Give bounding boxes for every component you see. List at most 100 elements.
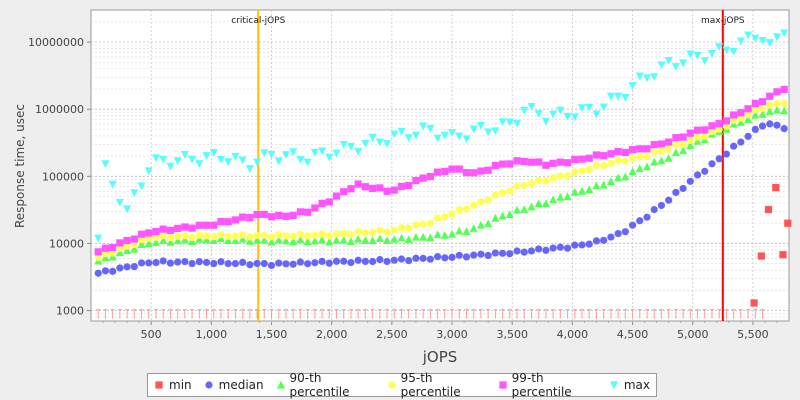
data-point: [693, 136, 702, 145]
data-point: [390, 186, 398, 194]
data-point: [159, 257, 167, 265]
legend-marker: [276, 380, 285, 389]
data-point: [527, 247, 536, 255]
data-point: [766, 101, 774, 109]
data-point: [231, 232, 240, 240]
data-point: [556, 106, 565, 115]
data-point: [578, 241, 586, 249]
data-point: [426, 219, 434, 227]
data-point: [181, 231, 189, 240]
data-point: [715, 125, 723, 133]
data-point: [369, 184, 377, 192]
data-point: [636, 153, 644, 161]
data-point: [672, 188, 680, 197]
data-point: [433, 253, 442, 261]
data-point: [152, 258, 160, 267]
data-point: [664, 56, 673, 65]
data-point: [275, 231, 283, 239]
data-point: [419, 174, 427, 182]
x-tick-label: 2,500: [376, 328, 408, 341]
data-point: [679, 184, 687, 193]
data-point: [267, 213, 276, 221]
data-point: [505, 210, 514, 218]
data-point: [296, 230, 304, 238]
data-point: [347, 230, 355, 239]
data-point: [361, 257, 369, 265]
data-point: [542, 177, 550, 185]
data-point: [455, 251, 463, 259]
data-point: [383, 257, 391, 266]
data-point: [202, 152, 211, 160]
data-point: [173, 236, 182, 245]
legend: min median 90-th percentile 95-th percentil…: [147, 371, 657, 399]
data-point: [116, 244, 124, 252]
data-point: [764, 205, 773, 214]
data-point: [347, 185, 355, 193]
data-point: [701, 167, 709, 175]
data-point: [448, 229, 457, 238]
data-point: [773, 99, 781, 107]
data-point: [246, 233, 254, 241]
data-point: [195, 221, 203, 229]
data-point: [115, 198, 124, 207]
legend-symbol: [609, 381, 618, 390]
data-point: [340, 229, 348, 238]
data-point: [426, 255, 434, 263]
data-point: [498, 160, 507, 168]
data-point: [679, 59, 688, 68]
data-point: [708, 128, 716, 136]
data-point: [303, 158, 312, 167]
data-point: [779, 251, 787, 259]
data-point: [440, 230, 449, 239]
data-point: [549, 110, 558, 119]
data-point: [419, 232, 428, 241]
data-point: [513, 157, 521, 165]
data-point: [534, 110, 543, 118]
data-point: [383, 236, 392, 245]
axes: 1000 10000 100000 1000000 10000000 500 1,000 1,…: [28, 36, 778, 341]
data-point: [304, 208, 312, 216]
data-point: [304, 232, 312, 240]
legend-symbol: [276, 380, 285, 389]
data-point: [275, 211, 283, 219]
data-point: [599, 180, 608, 189]
data-point: [151, 154, 160, 163]
data-point: [563, 112, 572, 121]
data-point: [701, 132, 709, 140]
data-point: [361, 183, 369, 191]
data-point: [722, 117, 731, 125]
data-point: [491, 127, 500, 136]
data-point: [282, 260, 290, 268]
data-point: [736, 37, 745, 46]
data-point: [665, 196, 673, 204]
data-point: [231, 259, 240, 268]
data-point: [346, 237, 355, 245]
data-point: [397, 182, 406, 191]
data-point: [780, 106, 789, 115]
data-point: [636, 145, 644, 153]
data-point: [224, 260, 232, 268]
data-point: [239, 213, 247, 221]
data-point: [772, 183, 780, 192]
data-point: [397, 224, 406, 232]
data-point: [282, 232, 290, 240]
data-point: [354, 228, 362, 236]
data-point: [109, 249, 117, 257]
data-point: [462, 253, 471, 261]
data-point: [513, 182, 521, 190]
data-point: [642, 74, 651, 83]
data-point: [491, 249, 499, 257]
y-tick-label: 10000000: [28, 36, 84, 49]
data-point: [441, 254, 449, 262]
data-point: [520, 157, 528, 166]
data-point: [476, 121, 485, 130]
data-point: [730, 142, 738, 150]
data-point: [281, 236, 290, 245]
marker-label: max-jOPS: [701, 16, 745, 26]
data-point: [650, 157, 659, 166]
data-point: [780, 125, 788, 133]
data-point: [145, 229, 153, 237]
data-point: [549, 244, 557, 252]
data-point: [361, 139, 370, 148]
data-point: [202, 232, 211, 240]
